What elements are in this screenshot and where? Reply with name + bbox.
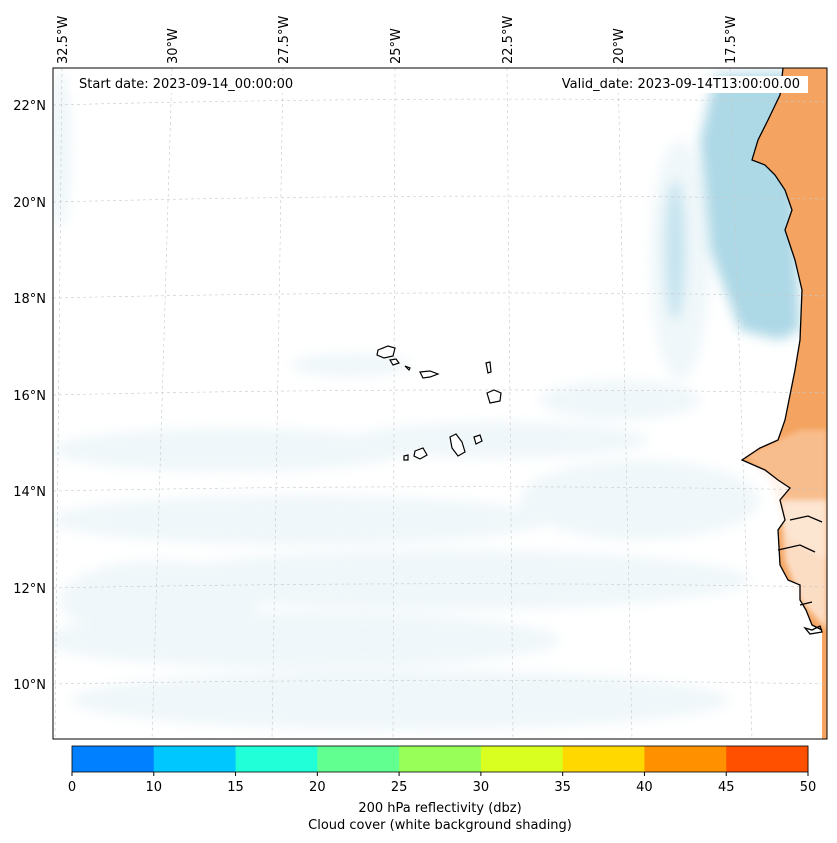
lon-label: 22.5°W	[501, 16, 516, 64]
island-maio	[473, 434, 483, 445]
island-sal	[485, 361, 492, 374]
lon-label: 20°W	[612, 28, 627, 64]
colorbar-sublabel: Cloud cover (white background shading)	[308, 818, 572, 833]
africa-land	[742, 68, 827, 739]
colorbar-frame	[71, 745, 809, 773]
island-santiago	[449, 433, 466, 457]
lon-labels: 32.5°W 30°W 27.5°W 25°W 22.5°W 20°W 17.5…	[56, 16, 739, 64]
lon-label: 27.5°W	[277, 16, 292, 64]
cloud-cover-light	[53, 70, 760, 730]
colorbar-segment	[644, 746, 727, 772]
colorbar-segment	[317, 746, 400, 772]
island-fogo	[413, 447, 428, 460]
colorbar-tick-label: 20	[309, 780, 326, 795]
colorbar-tick-label: 40	[636, 780, 653, 795]
start-date-label: Start date: 2023-09-14_00:00:00	[71, 76, 302, 93]
lat-label: 12°N	[13, 582, 46, 597]
colorbar-segment	[480, 746, 564, 772]
island-santa-luzia	[404, 365, 411, 372]
lat-label: 16°N	[13, 389, 46, 404]
lon-label: 17.5°W	[724, 16, 739, 64]
colorbar-segment	[726, 746, 809, 772]
lat-labels: 22°N 20°N 18°N 16°N 14°N 12°N 10°N	[13, 99, 46, 693]
lon-label: 32.5°W	[56, 16, 71, 64]
lat-label: 10°N	[13, 678, 46, 693]
colorbar-tick-label: 10	[146, 780, 163, 795]
colorbar-tick-label: 30	[473, 780, 490, 795]
colorbar: 0 10 15 20 25 30 35 40 45 50	[68, 745, 817, 795]
lat-label: 14°N	[13, 485, 46, 500]
colorbar-segment	[235, 746, 318, 772]
colorbar-segment	[72, 746, 155, 772]
map-area	[53, 68, 827, 739]
colorbar-label: 200 hPa reflectivity (dbz)	[358, 801, 522, 816]
island-brava	[403, 454, 409, 461]
colorbar-tick-label: 50	[800, 780, 817, 795]
island-santo-antao	[376, 345, 396, 359]
cape-verde-islands	[376, 345, 502, 461]
island-sao-vicente	[389, 358, 400, 366]
colorbar-tick-label: 45	[718, 780, 735, 795]
lat-label: 20°N	[13, 196, 46, 211]
coastline	[740, 68, 823, 635]
colorbar-segment	[562, 746, 645, 772]
island-sao-nicolau	[419, 370, 440, 379]
map-frame	[52, 67, 828, 740]
colorbar-segment	[399, 746, 482, 772]
colorbar-tick-label: 35	[554, 780, 571, 795]
colorbar-tick-label: 0	[68, 780, 76, 795]
lon-label: 30°W	[166, 28, 181, 64]
lat-label: 18°N	[13, 292, 46, 307]
colorbar-tick-label: 25	[391, 780, 408, 795]
lon-label: 25°W	[389, 28, 404, 64]
gridlines	[53, 68, 827, 739]
colorbar-segment	[153, 746, 237, 772]
island-boa-vista	[486, 389, 502, 404]
valid-date-label: Valid_date: 2023-09-14T13:00:00.00	[553, 76, 808, 93]
colorbar-tick-label: 15	[227, 780, 244, 795]
lat-label: 22°N	[13, 99, 46, 114]
